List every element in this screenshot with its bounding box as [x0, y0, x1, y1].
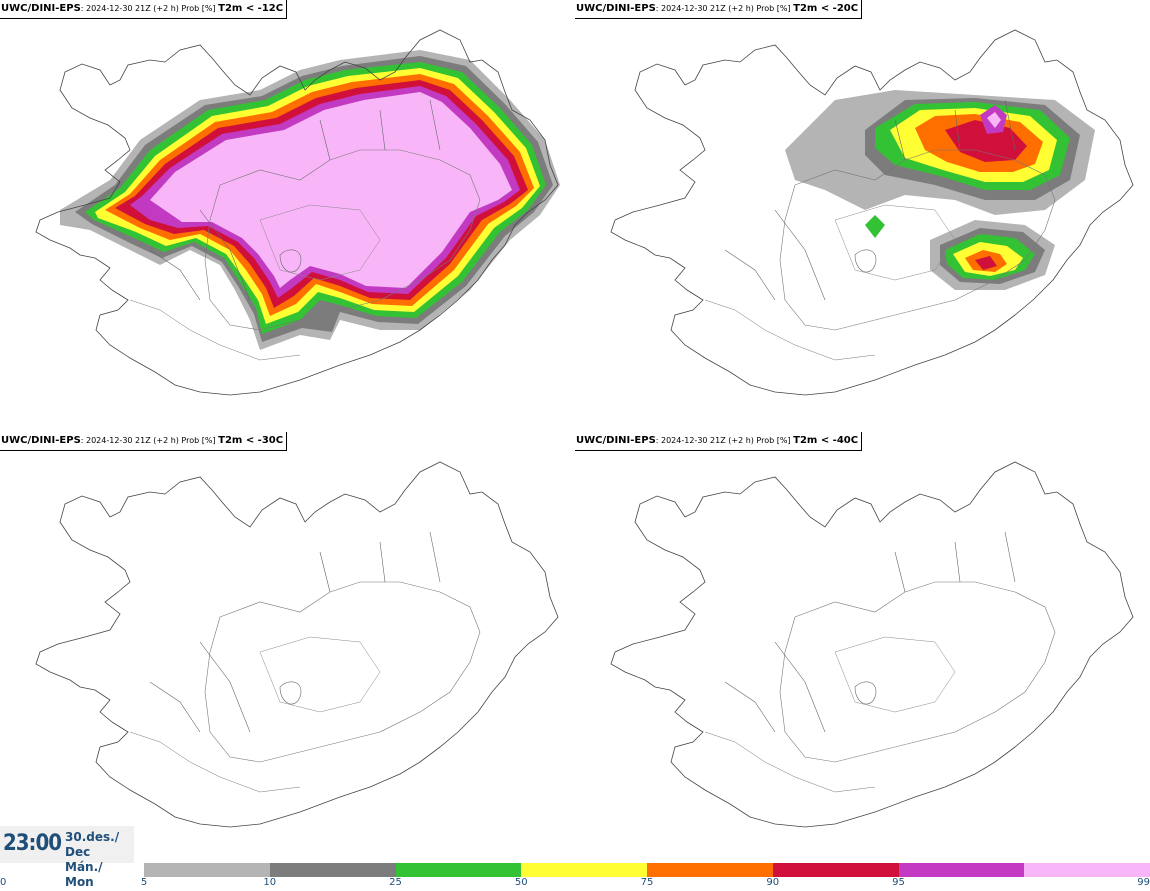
model-source: UWC/DINI-EPS	[1, 435, 81, 446]
valid-date: 30.des./ Dec Mán./ Mon	[65, 830, 134, 890]
map-panel-minus40: UWC/DINI-EPS: 2024-12-30 21Z (+2 h) Prob…	[575, 432, 1150, 862]
model-source: UWC/DINI-EPS	[576, 435, 656, 446]
colorbar-segment	[395, 863, 522, 877]
probability-colorbar	[144, 863, 1150, 877]
colorbar-tick-label: 50	[514, 877, 528, 888]
colorbar-segment	[772, 863, 899, 877]
panel-title: UWC/DINI-EPS: 2024-12-30 21Z (+2 h) Prob…	[0, 0, 288, 19]
colorbar-tick-label: 99	[1137, 877, 1150, 888]
prob-band-pink	[987, 112, 1001, 128]
map-panel-minus20: UWC/DINI-EPS: 2024-12-30 21Z (+2 h) Prob…	[575, 0, 1150, 430]
colorbar-ticks: 0 5 10 25 50 75 90 95 99	[0, 877, 1150, 891]
threshold-label: T2m < -30C	[218, 435, 284, 446]
colorbar-tick-label: 90	[766, 877, 780, 888]
model-source: UWC/DINI-EPS	[576, 3, 656, 14]
colorbar-tick-label: 75	[640, 877, 654, 888]
colorbar-segment	[269, 863, 396, 877]
run-info: : 2024-12-30 21Z (+2 h) Prob [%]	[80, 4, 219, 13]
prob-band-red	[945, 120, 1027, 270]
date-line: 30.des./ Dec	[65, 830, 120, 859]
colorbar-segment	[1024, 863, 1150, 877]
valid-time-box: 23:00 30.des./ Dec Mán./ Mon	[0, 826, 134, 889]
probability-map-minus30	[35, 461, 559, 828]
panel-title: UWC/DINI-EPS: 2024-12-30 21Z (+2 h) Prob…	[575, 432, 863, 451]
probability-map-minus12	[35, 29, 560, 396]
panel-title: UWC/DINI-EPS: 2024-12-30 21Z (+2 h) Prob…	[575, 0, 863, 19]
colorbar-segment	[647, 863, 773, 877]
colorbar-tick-label: 5	[140, 877, 148, 888]
probability-map-minus20	[610, 29, 1134, 396]
run-info: : 2024-12-30 21Z (+2 h) Prob [%]	[80, 436, 219, 445]
colorbar-segment	[898, 863, 1025, 877]
threshold-label: T2m < -40C	[793, 435, 859, 446]
run-info: : 2024-12-30 21Z (+2 h) Prob [%]	[655, 436, 794, 445]
colorbar-segment	[144, 863, 270, 877]
threshold-label: T2m < -20C	[793, 3, 859, 14]
run-info: : 2024-12-30 21Z (+2 h) Prob [%]	[655, 4, 794, 13]
colorbar-segment	[521, 863, 647, 877]
threshold-label: T2m < -12C	[218, 3, 284, 14]
weekday-line: Mán./ Mon	[65, 860, 103, 889]
colorbar-tick-label: 0	[0, 877, 7, 888]
colorbar-tick-label: 95	[892, 877, 905, 888]
colorbar-tick-label: 10	[263, 877, 277, 888]
model-source: UWC/DINI-EPS	[1, 3, 81, 14]
panel-title: UWC/DINI-EPS: 2024-12-30 21Z (+2 h) Prob…	[0, 432, 288, 451]
valid-time: 23:00	[3, 831, 62, 856]
probability-map-minus40	[610, 461, 1134, 828]
map-panel-minus30: UWC/DINI-EPS: 2024-12-30 21Z (+2 h) Prob…	[0, 432, 575, 862]
map-panel-minus12: UWC/DINI-EPS: 2024-12-30 21Z (+2 h) Prob…	[0, 0, 575, 430]
prob-band-pink	[150, 92, 512, 288]
colorbar-tick-label: 25	[389, 877, 402, 888]
